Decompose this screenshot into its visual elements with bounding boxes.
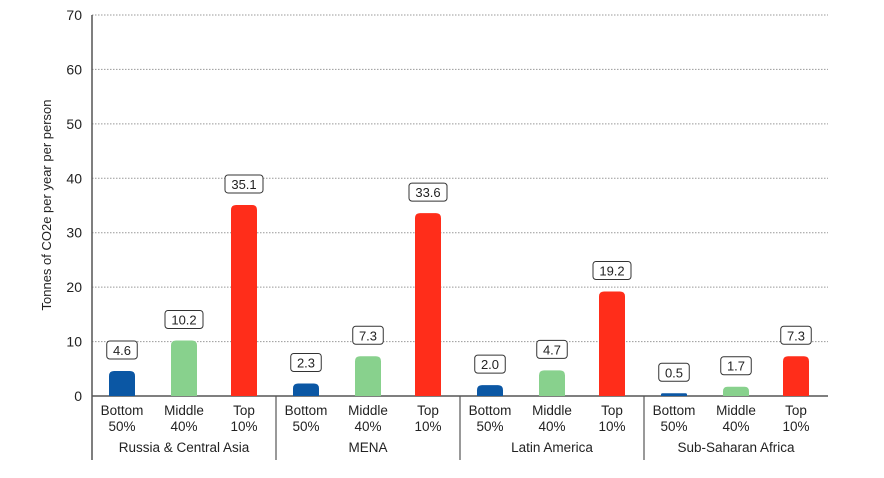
y-tick-label: 20	[66, 279, 82, 295]
data-label: 7.3	[787, 328, 805, 343]
data-label: 33.6	[415, 185, 440, 200]
y-tick-label: 10	[66, 334, 82, 350]
data-label: 2.3	[297, 355, 315, 370]
x-tick-label: Bottom	[285, 403, 328, 418]
data-label-box	[290, 352, 322, 372]
x-tick-label: 10%	[230, 419, 257, 434]
bar	[355, 356, 381, 396]
x-tick-label: 10%	[414, 419, 441, 434]
bar	[293, 383, 319, 396]
x-tick-label: 40%	[722, 419, 749, 434]
data-label: 1.7	[727, 359, 745, 374]
x-tick-label: Top	[785, 403, 807, 418]
group-label: Sub-Saharan Africa	[677, 440, 795, 455]
x-tick-label: Bottom	[469, 403, 512, 418]
group-label: MENA	[348, 440, 387, 455]
x-tick-label: 50%	[476, 419, 503, 434]
x-tick-label: Middle	[164, 403, 204, 418]
x-tick-label: Top	[601, 403, 623, 418]
data-label-box	[780, 325, 812, 345]
y-tick-label: 50	[66, 116, 82, 132]
bar	[477, 385, 503, 396]
y-tick-label: 60	[66, 61, 82, 77]
data-label-box	[224, 174, 264, 194]
data-label-box	[164, 309, 204, 329]
x-tick-label: 40%	[538, 419, 565, 434]
bar	[109, 370, 135, 396]
y-tick-label: 40	[66, 170, 82, 186]
group-label: Latin America	[511, 440, 593, 455]
data-label-box	[720, 356, 752, 376]
bar	[661, 393, 687, 396]
data-label-box	[106, 340, 138, 360]
bar	[723, 386, 749, 396]
x-tick-label: 50%	[660, 419, 687, 434]
bar	[539, 370, 565, 396]
x-tick-label: Top	[233, 403, 255, 418]
bar	[415, 213, 441, 396]
data-label: 4.6	[113, 343, 131, 358]
x-tick-label: Bottom	[653, 403, 696, 418]
x-tick-label: 10%	[598, 419, 625, 434]
data-label-box	[352, 325, 384, 345]
data-label: 0.5	[665, 365, 683, 380]
x-tick-label: 50%	[108, 419, 135, 434]
data-label-box	[658, 362, 690, 382]
x-tick-label: 50%	[292, 419, 319, 434]
data-label-box	[536, 339, 568, 359]
data-label: 10.2	[171, 312, 196, 327]
x-tick-label: 40%	[170, 419, 197, 434]
bar	[231, 204, 257, 396]
data-label: 35.1	[231, 177, 256, 192]
y-tick-label: 0	[74, 388, 82, 404]
x-tick-label: Middle	[348, 403, 388, 418]
bar	[599, 291, 625, 396]
x-tick-label: Top	[417, 403, 439, 418]
y-axis-label: Tonnes of CO2e per year per person	[39, 99, 54, 310]
data-label: 2.0	[481, 357, 499, 372]
y-tick-label: 70	[66, 7, 82, 23]
data-label-box	[592, 260, 632, 280]
data-label: 19.2	[599, 263, 624, 278]
data-label-box	[408, 182, 448, 202]
x-tick-label: 40%	[354, 419, 381, 434]
group-label: Russia & Central Asia	[119, 440, 250, 455]
x-tick-label: 10%	[782, 419, 809, 434]
x-tick-label: Middle	[532, 403, 572, 418]
x-tick-label: Bottom	[101, 403, 144, 418]
data-label: 4.7	[543, 342, 561, 357]
bar	[783, 356, 809, 396]
data-label-box	[474, 354, 506, 374]
bar	[171, 340, 197, 396]
x-tick-label: Middle	[716, 403, 756, 418]
y-tick-label: 30	[66, 225, 82, 241]
data-label: 7.3	[359, 328, 377, 343]
